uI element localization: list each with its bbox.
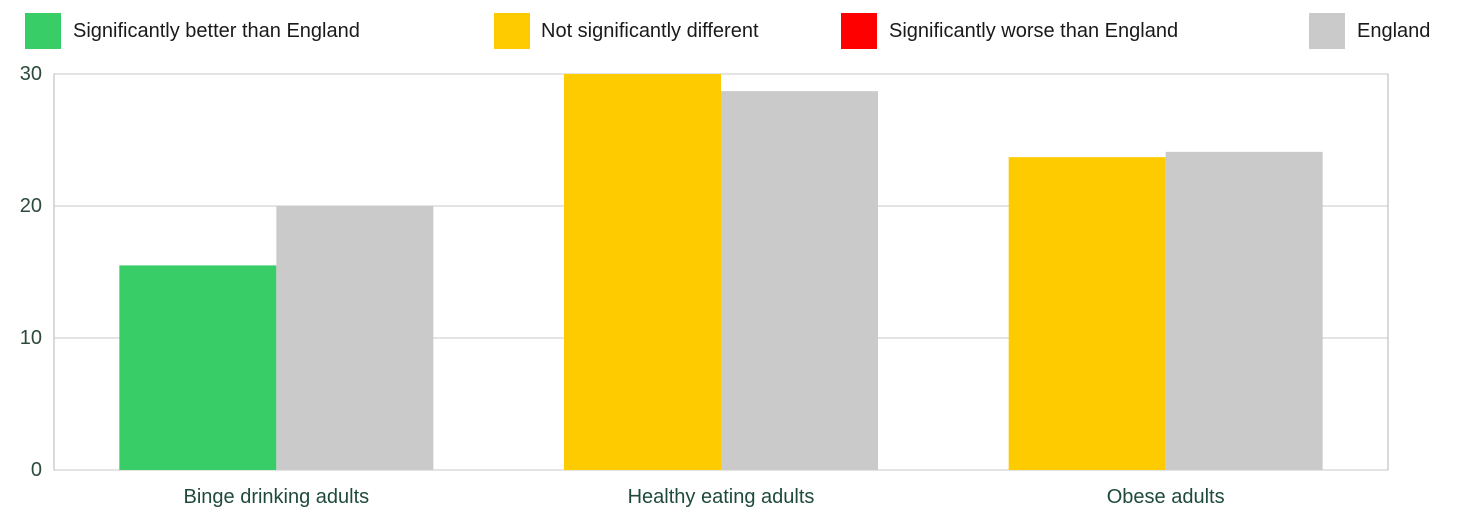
legend-swatch <box>494 13 530 49</box>
bar <box>119 265 277 470</box>
y-tick-label: 10 <box>20 327 42 349</box>
bar <box>276 206 434 470</box>
legend-label: Not significantly different <box>541 20 759 42</box>
y-tick-label: 30 <box>20 63 42 85</box>
plot-area: 0 10 20 30 Binge drinking adults Healthy eati… <box>20 63 1389 508</box>
y-tick-label: 20 <box>20 195 42 217</box>
legend-swatch <box>1309 13 1345 49</box>
x-category-label: Obese adults <box>1107 486 1225 508</box>
bar <box>1165 151 1323 470</box>
y-tick-label: 0 <box>31 459 42 481</box>
x-category-label: Binge drinking adults <box>183 486 369 508</box>
bar <box>564 74 721 470</box>
bar <box>1008 157 1166 470</box>
legend-label: England <box>1357 20 1430 42</box>
legend-swatch <box>25 13 61 49</box>
legend: Significantly better than England Not sig… <box>25 13 1430 49</box>
x-category-label: Healthy eating adults <box>628 486 815 508</box>
legend-swatch <box>841 13 877 49</box>
bar <box>721 91 878 470</box>
legend-label: Significantly worse than England <box>889 20 1178 42</box>
legend-label: Significantly better than England <box>73 20 360 42</box>
